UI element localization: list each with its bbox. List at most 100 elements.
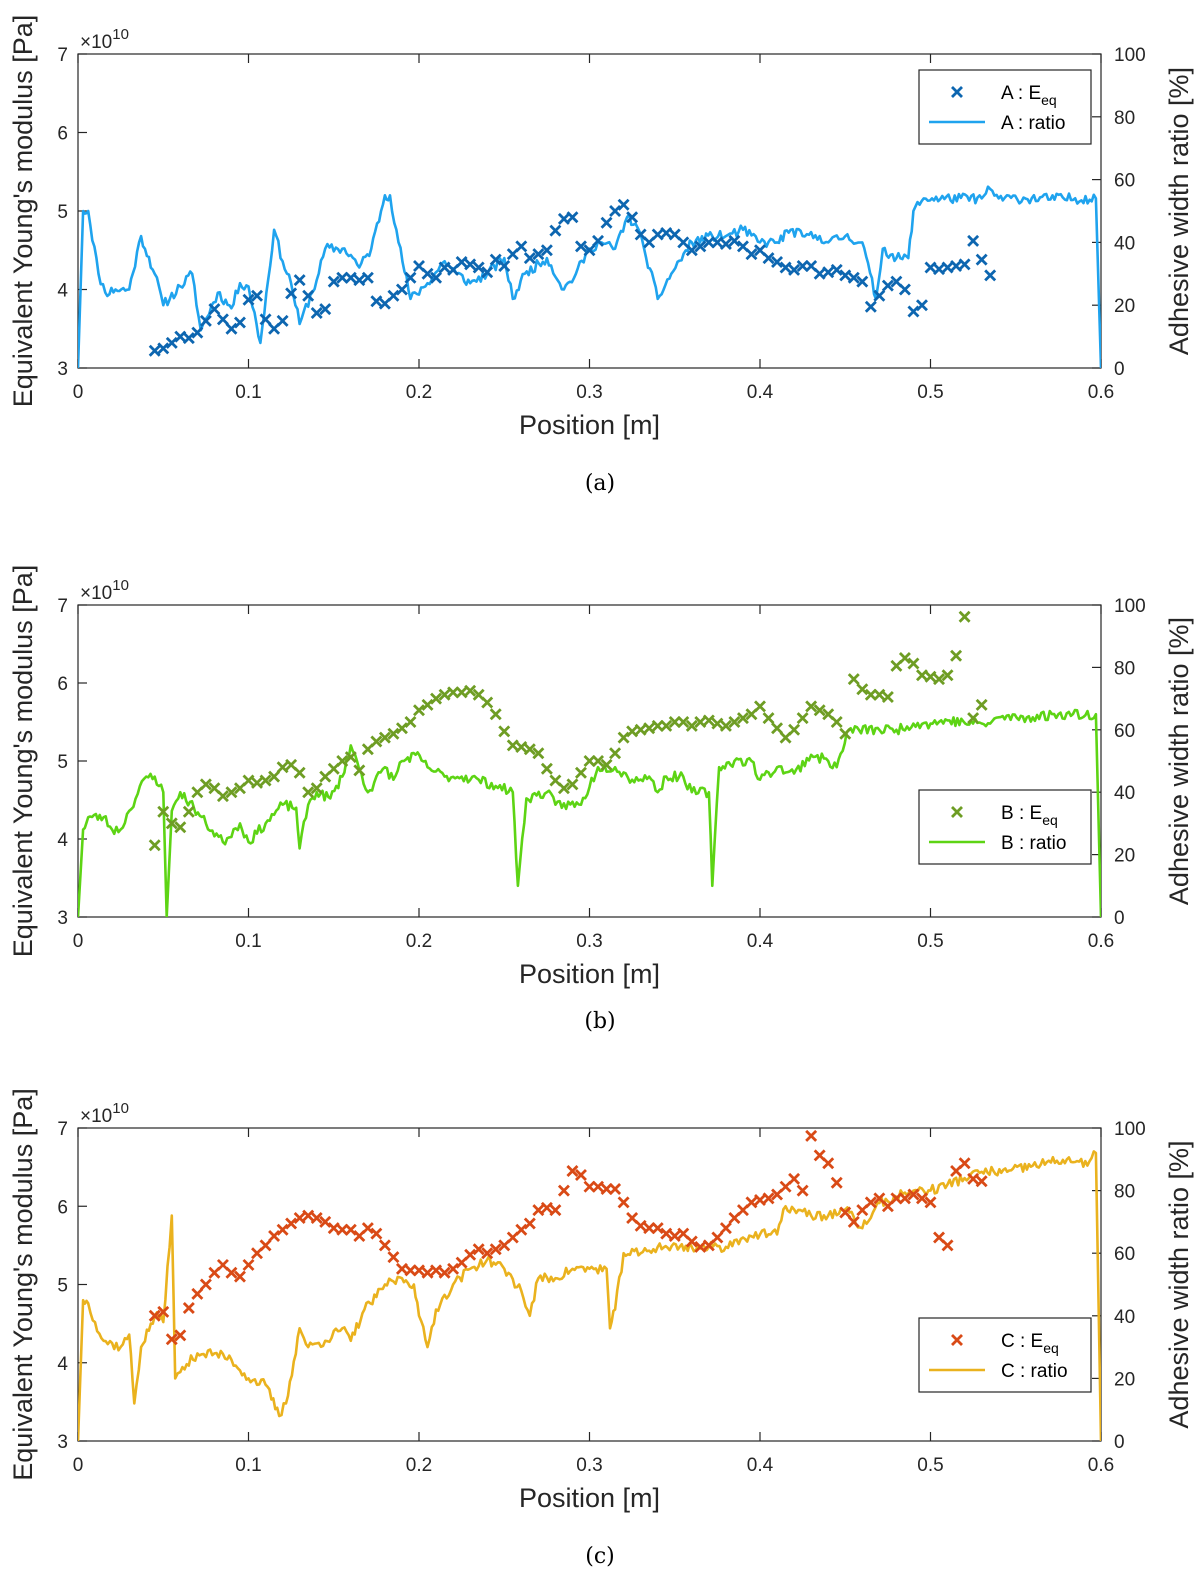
eeq-point [728,716,741,728]
eeq-point [199,778,212,791]
eeq-point [651,228,664,241]
eeq-point [319,1215,332,1228]
legend: B : Eeq B : ratio [918,789,1092,865]
eeq-point [276,761,289,774]
eeq-point [626,211,639,224]
y-left-tick-label: 6 [57,1197,68,1218]
eeq-point [762,712,775,725]
eeq-point [864,1196,877,1209]
x-tick-label: 0 [73,1455,84,1476]
legend-scatter-marker [951,86,963,98]
x-tick-label: 0.4 [747,382,774,403]
eeq-point [822,266,835,279]
eeq-point [310,307,323,320]
exponent-base: ×10 [80,1106,112,1127]
eeq-point [950,259,963,272]
eeq-point [310,782,323,795]
eeq-point [856,683,869,696]
eeq-point [472,261,485,274]
eeq-point [660,719,673,732]
y-left-tick-label: 5 [57,202,68,223]
y-left-tick-label: 4 [57,1354,68,1375]
eeq-point [574,766,587,779]
eeq-point [822,1157,835,1170]
eeq-point [259,1239,272,1252]
eeq-point [148,1309,161,1322]
eeq-point [165,1333,178,1346]
eeq-point [796,1184,809,1197]
eeq-point [933,263,946,276]
eeq-point [395,1262,408,1275]
eeq-series-markers [148,1129,988,1346]
eeq-point [839,1206,852,1219]
eeq-point [771,256,784,269]
y-left-tick-label: 6 [57,674,68,695]
x-tick-label: 0.3 [576,382,602,403]
y-left-axis-label: Equivalent Young's modulus [Pa] [8,1088,38,1480]
eeq-point [421,698,434,711]
chart-panel-c: 0 0.1 0.2 0.3 0.4 0.5 0.6 3 4 5 6 7 0 20 40 60 80 100 ×101… [8,1088,1194,1569]
eeq-point [668,1229,681,1242]
x-tick-label: 0.5 [917,931,943,952]
x-tick-label: 0.4 [747,1455,774,1476]
legend-box [918,69,1092,145]
x-tick-label: 0.2 [406,931,432,952]
eeq-point [489,708,502,721]
eeq-point [660,1227,673,1240]
y-right-axis-label: Adhesive width ratio [%] [1164,1140,1194,1428]
eeq-point [395,283,408,296]
eeq-point [694,240,707,253]
eeq-point [574,1168,587,1181]
y-left-axis-label: Equivalent Young's modulus [Pa] [8,15,38,407]
eeq-point [557,1184,570,1197]
y-exponent-label: ×1010 [80,577,129,604]
eeq-point [847,271,860,284]
eeq-point [566,778,579,791]
eeq-point [506,739,519,752]
eeq-point [975,253,988,266]
eeq-point [174,821,187,834]
eeq-point [404,271,417,284]
x-tick-label: 0.1 [235,1455,261,1476]
eeq-point [924,670,937,683]
y-right-tick-label: 60 [1114,171,1135,192]
eeq-point [165,817,178,830]
eeq-point [677,716,690,728]
eeq-point [898,283,911,296]
chart-panel-b: 0 0.1 0.2 0.3 0.4 0.5 0.6 3 4 5 6 7 0 20 40 60 80 100 ×101… [8,565,1194,1034]
eeq-point [754,1194,766,1206]
legend-box [918,789,1092,865]
y-right-tick-label: 60 [1114,1244,1135,1265]
eeq-point [489,1243,502,1256]
eeq-point [617,198,630,211]
y-right-axis-label: Adhesive width ratio [%] [1164,617,1194,905]
eeq-point [617,1196,630,1209]
eeq-point [361,271,374,284]
y-left-tick-label: 7 [57,45,68,66]
eeq-point [788,263,801,276]
eeq-point [268,770,281,783]
eeq-point [498,725,511,738]
eeq-point [455,686,468,699]
eeq-point [515,1223,528,1236]
eeq-point [464,258,477,271]
eeq-point [609,1183,622,1196]
legend-scatter-label: A : Eeq [1001,83,1057,108]
exponent-power: 10 [112,1100,129,1117]
eeq-point [319,303,332,316]
eeq-point [336,755,349,767]
eeq-point [182,332,195,345]
eeq-point [566,1165,579,1178]
legend-scatter-label: B : Eeq [1001,803,1058,828]
eeq-point [685,1235,698,1248]
eeq-point [302,289,315,302]
eeq-point [574,240,587,253]
eeq-point [873,688,886,701]
y-right-tick-label: 0 [1114,1432,1125,1453]
eeq-point [157,1305,170,1318]
eeq-point [711,1231,724,1244]
eeq-point [967,234,980,247]
eeq-point [907,1188,920,1201]
eeq-point [191,326,204,339]
eeq-point [592,234,605,247]
